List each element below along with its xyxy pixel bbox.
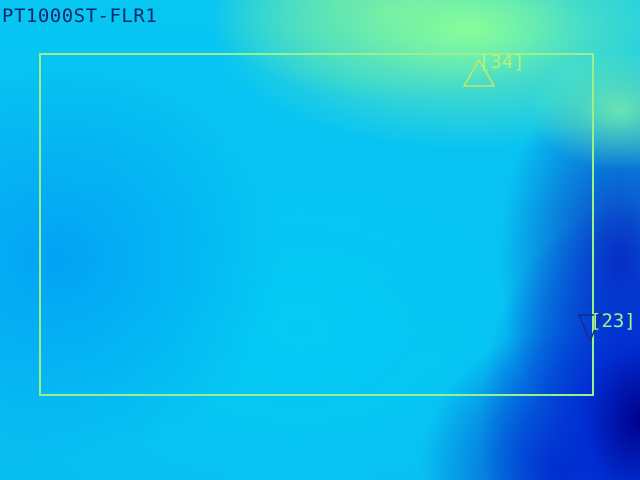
max-temp-triangle-up-icon: [462, 58, 496, 87]
min-temp-label: [23]: [590, 310, 636, 332]
min-temp-triangle-down-icon: [577, 314, 603, 343]
camera-title: PT1000ST-FLR1: [2, 5, 158, 27]
measurement-area-box: [39, 53, 594, 396]
max-temp-label: [34]: [479, 51, 525, 73]
